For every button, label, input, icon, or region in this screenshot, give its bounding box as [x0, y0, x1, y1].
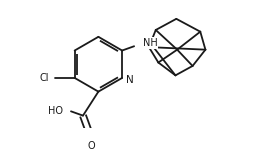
Text: NH: NH	[143, 38, 157, 48]
Text: N: N	[126, 75, 133, 85]
Text: Cl: Cl	[39, 73, 49, 83]
Text: HO: HO	[48, 106, 63, 116]
Text: O: O	[88, 141, 95, 150]
